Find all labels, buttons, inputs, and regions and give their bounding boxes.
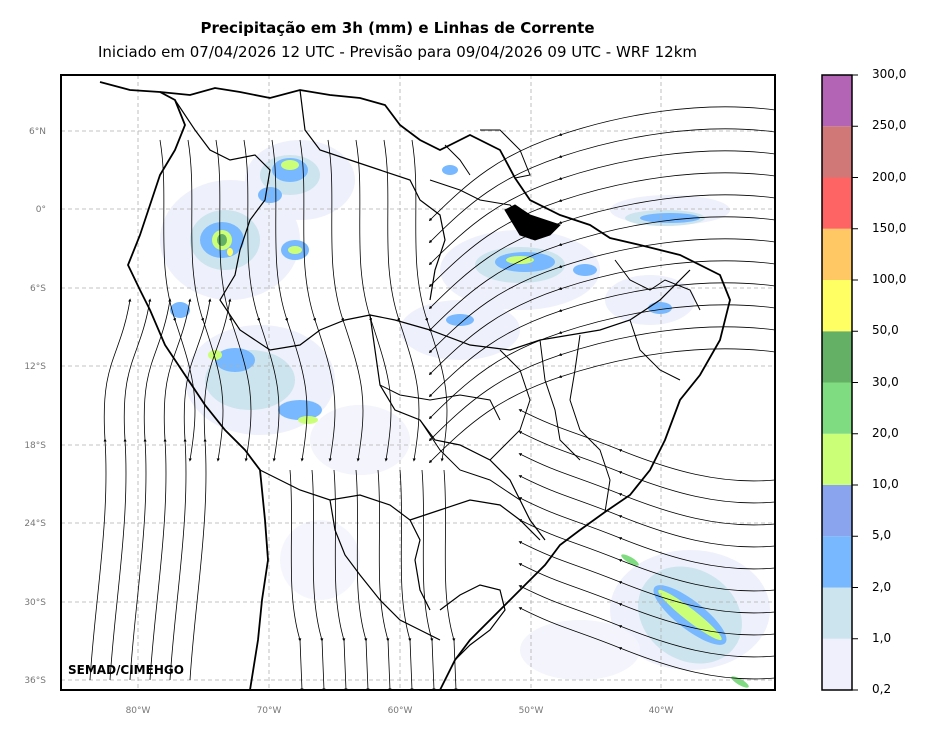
streamline <box>443 469 458 690</box>
lat-label: 6°N <box>29 127 46 137</box>
colorbar-label: 30,0 <box>872 374 899 389</box>
streamline <box>428 348 775 464</box>
streamline <box>383 139 420 462</box>
lon-label: 80°W <box>126 706 151 716</box>
map-title: Precipitação em 3h (mm) e Linhas de Corr… <box>200 19 595 37</box>
streamline <box>377 469 392 690</box>
streamline <box>169 298 212 681</box>
lon-label: 40°W <box>649 706 674 716</box>
streamline <box>399 469 414 690</box>
lon-label: 60°W <box>388 706 413 716</box>
streamline <box>149 298 192 681</box>
colorbar-label: 150,0 <box>872 220 907 235</box>
colorbar-swatch <box>822 280 852 332</box>
colorbar-swatch <box>822 177 852 229</box>
streamline <box>289 469 304 690</box>
colorbar-swatch <box>822 485 852 537</box>
colorbar-swatch <box>822 126 852 178</box>
lat-label: 6°S <box>30 284 46 294</box>
colorbar-swatch <box>822 331 852 383</box>
colorbar-label: 50,0 <box>872 323 899 338</box>
lon-label: 70°W <box>257 706 282 716</box>
lat-label: 12°S <box>24 362 46 372</box>
streamline <box>189 298 232 681</box>
streamline <box>355 469 370 690</box>
lat-label: 24°S <box>24 519 46 529</box>
streamline <box>518 607 775 680</box>
map-frame <box>60 74 776 691</box>
streamline <box>421 469 436 690</box>
streamline <box>311 469 326 690</box>
lat-label: 18°S <box>24 441 46 451</box>
streamline <box>333 469 348 690</box>
colorbar-swatch <box>822 536 852 588</box>
streamline <box>129 298 172 681</box>
colorbar-label: 300,0 <box>872 67 907 81</box>
colorbar-swatch <box>822 433 852 485</box>
lat-label: 36°S <box>24 676 46 686</box>
colorbar-label: 2,0 <box>872 579 892 594</box>
streamline <box>109 298 152 681</box>
colorbar-swatch <box>822 382 852 434</box>
streamline <box>299 139 336 462</box>
streamlines <box>89 106 775 690</box>
longitude-labels: 80°W 70°W 60°W 50°W 40°W <box>126 706 674 716</box>
map-subtitle: Iniciado em 07/04/2026 12 UTC - Previsão… <box>97 43 698 61</box>
streamline <box>355 139 392 462</box>
colorbar-label: 5,0 <box>872 528 892 543</box>
colorbar-swatch <box>822 587 852 639</box>
colorbar-label: 0,2 <box>872 682 892 696</box>
colorbar <box>821 74 858 691</box>
colorbar-label: 1,0 <box>872 630 892 645</box>
latitude-labels: 6°N 0° 6°S 12°S 18°S 24°S 30°S 36°S <box>24 127 46 686</box>
colorbar-label: 100,0 <box>872 272 907 286</box>
colorbar-label: 200,0 <box>872 169 907 184</box>
colorbar-label: 250,0 <box>872 118 907 133</box>
streamline <box>89 298 132 681</box>
credit-label: SEMAD/CIMEHGO <box>68 663 184 677</box>
colorbar-swatch <box>822 638 852 690</box>
streamline <box>271 139 308 462</box>
colorbar-label: 10,0 <box>872 477 899 491</box>
streamline <box>327 139 364 462</box>
lat-label: 0° <box>36 205 46 215</box>
lat-label: 30°S <box>24 598 46 608</box>
colorbar-swatch <box>822 75 852 127</box>
colorbar-label: 20,0 <box>872 425 899 440</box>
streamline <box>411 139 448 462</box>
colorbar-swatch <box>822 228 852 280</box>
lon-label: 50°W <box>519 706 544 716</box>
streamline <box>243 139 280 462</box>
